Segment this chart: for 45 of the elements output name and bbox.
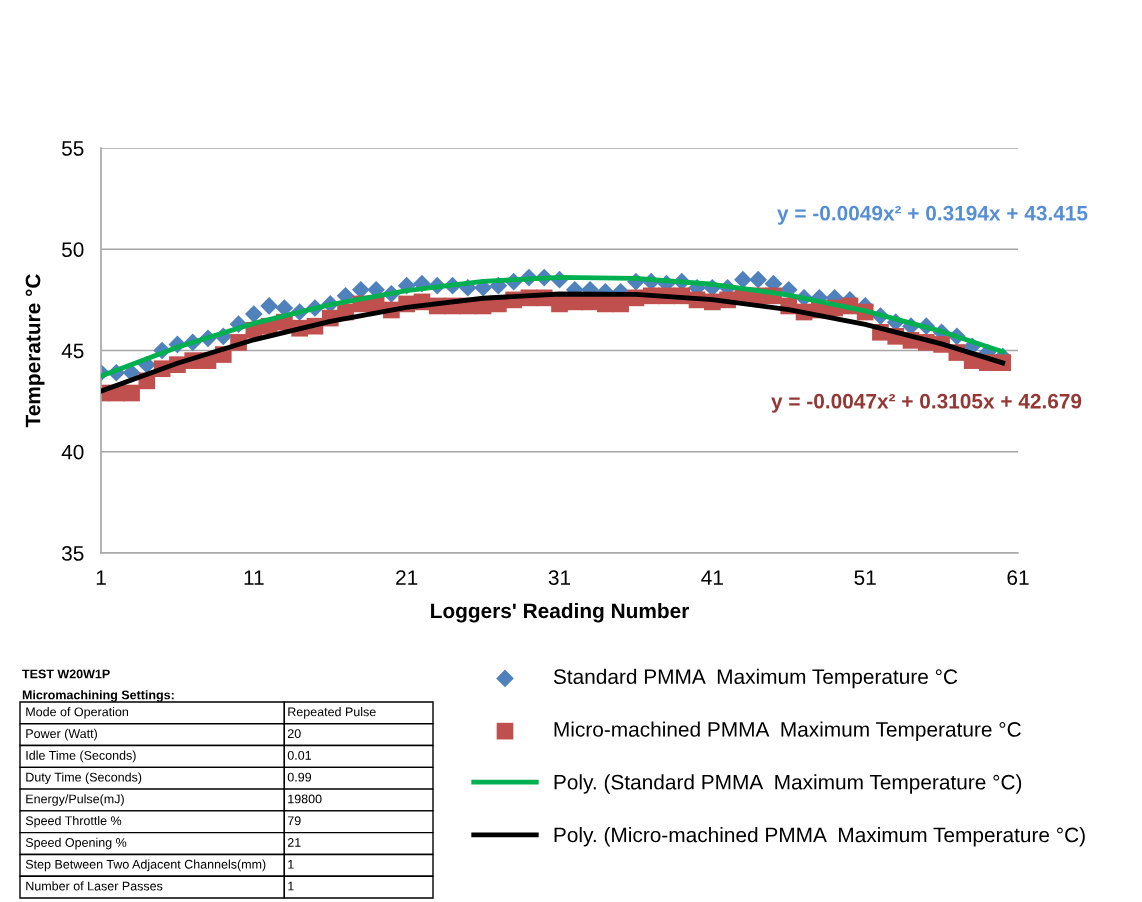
text: TEST W20W1P <box>22 669 110 679</box>
x-tick-label: 51 <box>854 570 876 585</box>
text: 0.99 <box>287 772 312 782</box>
y-tick-label: 35 <box>61 546 84 561</box>
legend-label: Micro-machined PMMA Maximum Temperature °C <box>554 721 1021 741</box>
text: Duty Time (Seconds) <box>26 772 142 785</box>
legend-label: Standard PMMA Maximum Temperature °C <box>553 668 958 689</box>
x-tick-label: 21 <box>396 570 418 585</box>
text: Idle Time (Seconds) <box>26 750 136 763</box>
text: 79 <box>287 816 301 826</box>
text: 19800 <box>288 794 322 804</box>
point <box>260 297 278 315</box>
text: Step Between Two Adjacent Channels(mm) <box>25 859 266 872</box>
x-tick-label: 1 <box>96 570 106 585</box>
point <box>244 305 263 323</box>
text: Repeated Pulse <box>288 707 376 719</box>
text: Power (Watt) <box>26 728 97 741</box>
text: Speed Opening % <box>25 837 127 850</box>
text: 1 <box>288 859 294 869</box>
text: 20 <box>287 729 301 739</box>
text: 1 <box>288 881 294 891</box>
x-tick-label: 11 <box>244 570 264 585</box>
annotation: y = -0.0049x² + 0.3194x + 43.415 <box>777 205 1088 225</box>
point <box>734 270 752 289</box>
legend-label: Poly. (Standard PMMA Maximum Temperature °C) <box>554 774 1022 794</box>
x-tick-label: 31 <box>548 570 571 585</box>
annotation: y = -0.0047x² + 0.3105x + 42.679 <box>771 393 1082 413</box>
y-axis-title: Temperature °C <box>25 274 45 428</box>
x-axis-title: Loggers' Reading Number <box>431 602 689 623</box>
text: Micromachining Settings: <box>22 690 174 702</box>
text: Speed Throttle % <box>25 815 122 828</box>
text: 21 <box>287 838 301 847</box>
y-tick-label: 40 <box>61 444 84 460</box>
point <box>749 270 768 289</box>
y-tick-label: 55 <box>62 141 84 156</box>
text: Energy/Pulse(mJ) <box>26 794 124 806</box>
text: 0.01 <box>287 750 312 760</box>
x-tick-label: 41 <box>701 570 723 585</box>
y-tick-label: 50 <box>62 242 84 257</box>
x-tick-label: 61 <box>1007 570 1029 585</box>
text: Mode of Operation <box>26 707 129 719</box>
text: Number of Laser Passes <box>26 881 163 891</box>
point <box>123 384 140 402</box>
y-tick-label: 45 <box>61 343 84 359</box>
legend-label: Poly. (Micro-machined PMMA Maximum Temperature °C) <box>554 827 1085 847</box>
